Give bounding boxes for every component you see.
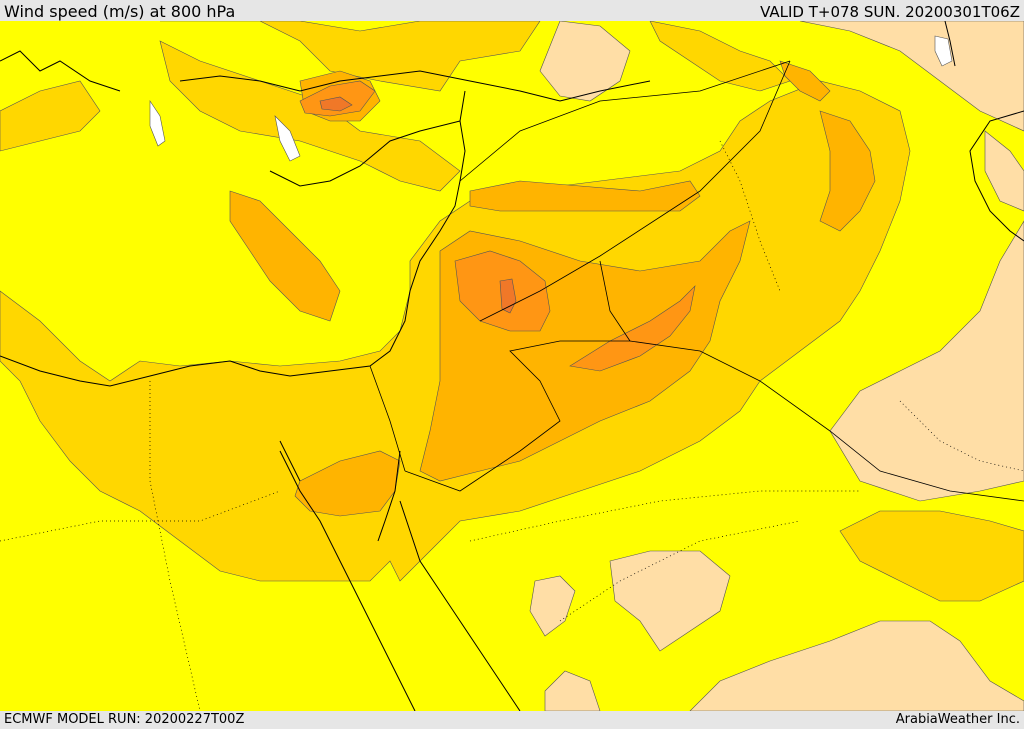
peak-area-band bbox=[569, 285, 696, 372]
dotted-iran bbox=[899, 400, 1024, 472]
coast-red-sea-west bbox=[279, 450, 416, 711]
dotted-borders bbox=[0, 140, 1024, 711]
coast-gulf bbox=[969, 110, 1024, 242]
low-wind-areas bbox=[529, 21, 1024, 711]
white-lake-1 bbox=[149, 100, 166, 147]
mid-area-anatolia bbox=[159, 40, 461, 192]
dotted-saudi-2 bbox=[559, 520, 801, 622]
valid-time: VALID T+078 SUN. 20200301T06Z bbox=[760, 3, 1020, 21]
low-area-northeast bbox=[799, 21, 1024, 132]
borders bbox=[369, 60, 1024, 502]
low-area-south-small2 bbox=[544, 670, 601, 711]
max-wind-areas bbox=[319, 96, 517, 314]
low-area-east bbox=[829, 220, 1024, 502]
coast-turkey-south bbox=[269, 120, 461, 187]
map-title: Wind speed (m/s) at 800 hPa bbox=[4, 2, 236, 21]
high-area-syria bbox=[469, 180, 701, 212]
coast-red-sea-east bbox=[399, 500, 521, 711]
model-run: ECMWF MODEL RUN: 20200227T00Z bbox=[4, 712, 245, 727]
low-area-south-small bbox=[529, 575, 576, 637]
dotted-egypt bbox=[149, 381, 201, 711]
high-area-iraq bbox=[819, 110, 876, 232]
low-area-northeast-strip bbox=[984, 130, 1024, 212]
credit: ArabiaWeather Inc. bbox=[895, 712, 1020, 727]
border-turkey-syria bbox=[459, 60, 791, 182]
border-sinai bbox=[369, 365, 406, 472]
low-area-north bbox=[539, 21, 631, 102]
low-area-south-east bbox=[689, 620, 1024, 711]
header-bar: Wind speed (m/s) at 800 hPa VALID T+078 … bbox=[0, 0, 1024, 21]
mid-area-northeast bbox=[649, 21, 791, 92]
mid-area-north bbox=[160, 21, 541, 92]
coast-turkey-north bbox=[179, 70, 651, 102]
high-area-egypt bbox=[294, 450, 401, 517]
white-lake-3 bbox=[934, 35, 953, 67]
white-patches bbox=[149, 35, 953, 162]
mid-area-arabia-south bbox=[839, 510, 1024, 602]
coast-gulf-aqaba bbox=[377, 450, 401, 542]
max-area-jordan bbox=[499, 278, 517, 314]
coast-suez bbox=[279, 440, 301, 482]
white-lake-2 bbox=[274, 115, 301, 162]
dotted-saudi-1 bbox=[469, 490, 860, 542]
footer-bar: ECMWF MODEL RUN: 20200227T00Z ArabiaWeat… bbox=[0, 711, 1024, 729]
high-area-west bbox=[229, 190, 341, 322]
coast-caspian bbox=[944, 21, 956, 67]
max-area-turkey bbox=[319, 96, 353, 112]
coast-greece bbox=[0, 50, 121, 92]
dotted-iraq bbox=[719, 140, 781, 292]
high-area-ne-strip bbox=[779, 60, 831, 102]
mid-area-northwest bbox=[0, 80, 101, 152]
border-syria-iraq bbox=[479, 60, 791, 322]
low-area-south-center bbox=[609, 550, 731, 652]
coastlines bbox=[0, 21, 1024, 711]
wind-speed-map bbox=[0, 21, 1024, 711]
border-iraq-saudi bbox=[629, 340, 1024, 502]
border-jordan-saudi bbox=[404, 260, 631, 492]
dotted-sudan bbox=[0, 490, 281, 542]
